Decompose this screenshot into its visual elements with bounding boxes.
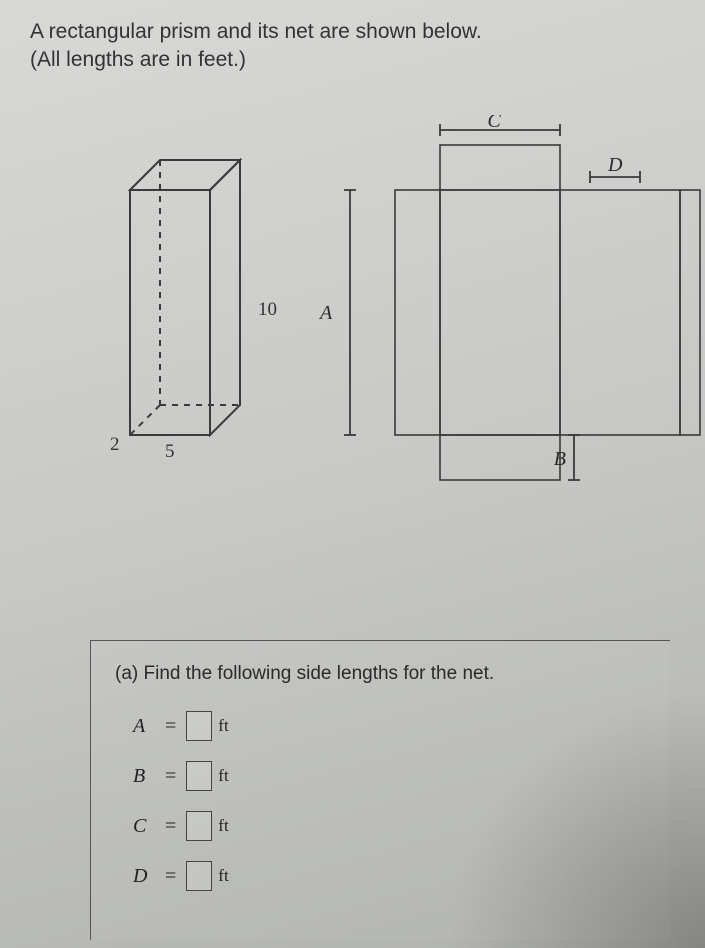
var-B: B <box>133 765 155 788</box>
answer-row-D: D = ft <box>133 861 646 891</box>
input-B[interactable] <box>186 761 212 791</box>
net-label-C: C <box>487 115 501 132</box>
prism-depth-label: 2 <box>110 434 120 455</box>
unit-B: ft <box>218 766 228 786</box>
input-C[interactable] <box>186 811 212 841</box>
answer-row-B: B = ft <box>133 761 646 791</box>
input-A[interactable] <box>186 711 212 741</box>
answer-row-A: A = ft <box>133 711 646 741</box>
unit-C: ft <box>218 816 228 836</box>
equals-sign: = <box>165 715 176 738</box>
part-a-prompt: (a) Find the following side lengths for … <box>115 663 646 685</box>
equals-sign: = <box>165 865 176 888</box>
bracket-A <box>344 190 356 435</box>
bracket-B <box>568 435 580 480</box>
prism-width-label: 5 <box>165 441 175 462</box>
problem-line-1: A rectangular prism and its net are show… <box>30 20 482 43</box>
prism-figure <box>130 160 240 435</box>
answer-panel: (a) Find the following side lengths for … <box>90 640 670 940</box>
answer-row-C: C = ft <box>133 811 646 841</box>
net-label-B: B <box>554 448 566 470</box>
var-C: C <box>133 815 155 838</box>
unit-A: ft <box>218 716 228 736</box>
equals-sign: = <box>165 765 176 788</box>
input-D[interactable] <box>186 861 212 891</box>
net-figure <box>395 145 700 480</box>
equals-sign: = <box>165 815 176 838</box>
diagram-area: 10 5 2 A C <box>0 115 705 545</box>
net-label-D: D <box>607 154 623 176</box>
var-A: A <box>133 715 155 738</box>
diagram-svg: 10 5 2 A C <box>0 115 705 545</box>
prism-height-label: 10 <box>258 299 277 320</box>
problem-line-2: (All lengths are in feet.) <box>30 48 246 71</box>
problem-statement: A rectangular prism and its net are show… <box>30 18 482 75</box>
unit-D: ft <box>218 866 228 886</box>
net-label-A: A <box>318 302 333 324</box>
var-D: D <box>133 865 155 888</box>
